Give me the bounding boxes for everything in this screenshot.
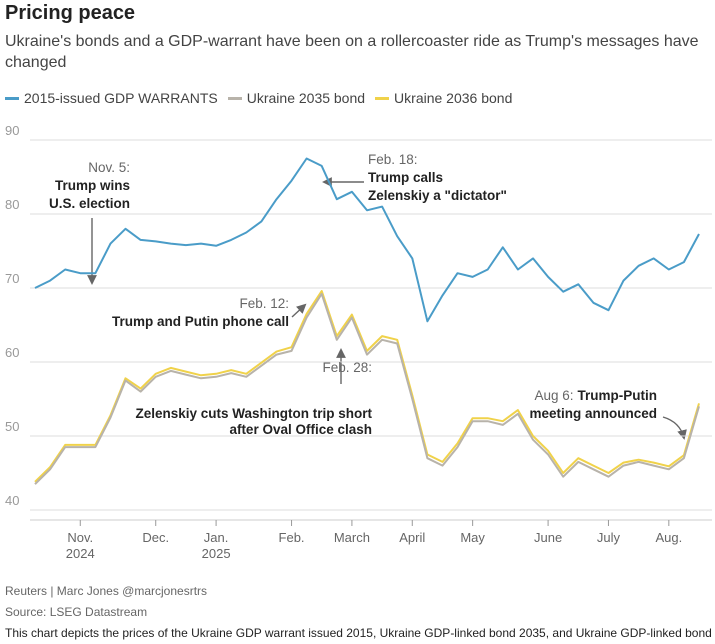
x-tick-label: Jan. 2025 xyxy=(202,530,231,561)
legend-label: Ukraine 2035 bond xyxy=(246,90,366,106)
chart-title: Pricing peace xyxy=(5,2,136,24)
annotation: Trump calls xyxy=(368,170,443,185)
description: This chart depicts the prices of the Ukr… xyxy=(5,626,715,640)
series-line xyxy=(34,292,700,485)
annotation-text: after Oval Office clash xyxy=(229,422,372,437)
credit: Reuters | Marc Jones @marcjonesrtrs xyxy=(5,584,208,598)
annotation-text: Zelenskiy a "dictator" xyxy=(368,188,507,203)
annotation-text: meeting announced xyxy=(529,406,657,421)
annotation: U.S. election xyxy=(49,196,130,211)
annotation: Nov. 5: xyxy=(88,160,130,175)
chart-subtitle: Ukraine's bonds and a GDP-warrant have b… xyxy=(5,33,699,71)
legend: 2015-issued GDP WARRANTS Ukraine 2035 bon… xyxy=(5,90,512,106)
legend-swatch xyxy=(227,96,242,100)
legend-label: 2015-issued GDP WARRANTS xyxy=(24,90,218,106)
annotation: Feb. 12: xyxy=(239,296,289,311)
x-tick-label: May xyxy=(460,530,485,545)
legend-label: Ukraine 2036 bond xyxy=(394,90,513,106)
x-tick-label: Aug. xyxy=(655,530,682,545)
legend-entry: 2015-issued GDP WARRANTS xyxy=(5,90,218,106)
legend-entry: Ukraine 2036 bond xyxy=(375,90,512,106)
legend-entry: Ukraine 2035 bond xyxy=(227,90,366,106)
y-tick-label: 40 xyxy=(5,493,19,508)
annotation-text: Trump-Putin xyxy=(578,388,658,403)
y-tick-label: 70 xyxy=(5,271,19,286)
x-tick-label: March xyxy=(334,530,370,545)
annotation: Trump and Putin phone call xyxy=(112,314,289,329)
annotation-arrows xyxy=(87,177,687,440)
annotation: Aug 6: Trump-Putin xyxy=(534,388,657,403)
arrow xyxy=(662,416,687,440)
x-tick-label: Nov. 2024 xyxy=(66,530,95,561)
y-tick-label: 50 xyxy=(5,419,19,434)
annotation: Zelenskiy a "dictator" xyxy=(368,188,507,203)
x-tick-label: Feb. xyxy=(279,530,305,545)
annotation-text: Trump wins xyxy=(55,178,130,193)
legend-swatch xyxy=(5,96,19,100)
x-tick-label: June xyxy=(534,530,562,545)
annotation-text: Trump calls xyxy=(368,170,443,185)
y-tick-label: 80 xyxy=(5,197,19,212)
annotation-text: Feb. 12: xyxy=(239,296,289,311)
series-line xyxy=(34,290,700,483)
annotation: Zelenskiy cuts Washington trip short xyxy=(135,406,372,421)
annotation-text: Aug 6: xyxy=(534,388,573,403)
legend-swatch xyxy=(375,96,390,100)
series-line xyxy=(34,157,700,323)
annotation-text: Feb. 18: xyxy=(368,152,418,167)
grid: 40 50 60 70 80 90 xyxy=(5,123,712,511)
x-tick-label: July xyxy=(597,530,621,545)
y-tick-label: 60 xyxy=(5,345,19,360)
annotation-text: Zelenskiy cuts Washington trip short xyxy=(135,406,372,421)
source: Source: LSEG Datastream xyxy=(5,605,148,619)
annotation-text: Feb. 28: xyxy=(322,360,372,375)
y-tick-label: 90 xyxy=(5,123,19,138)
annotation: Trump wins xyxy=(55,178,130,193)
x-tick-label: Dec. xyxy=(142,530,169,545)
annotation: after Oval Office clash xyxy=(229,422,372,437)
annotation-text: Nov. 5: xyxy=(88,160,130,175)
annotation-text: U.S. election xyxy=(49,196,130,211)
annotation: Feb. 28: xyxy=(322,360,372,375)
arrow xyxy=(291,303,307,318)
annotation-text: Trump and Putin phone call xyxy=(112,314,289,329)
annotation: meeting announced xyxy=(529,406,657,421)
annotation: Feb. 18: xyxy=(368,152,418,167)
x-tick-label: April xyxy=(399,530,425,545)
